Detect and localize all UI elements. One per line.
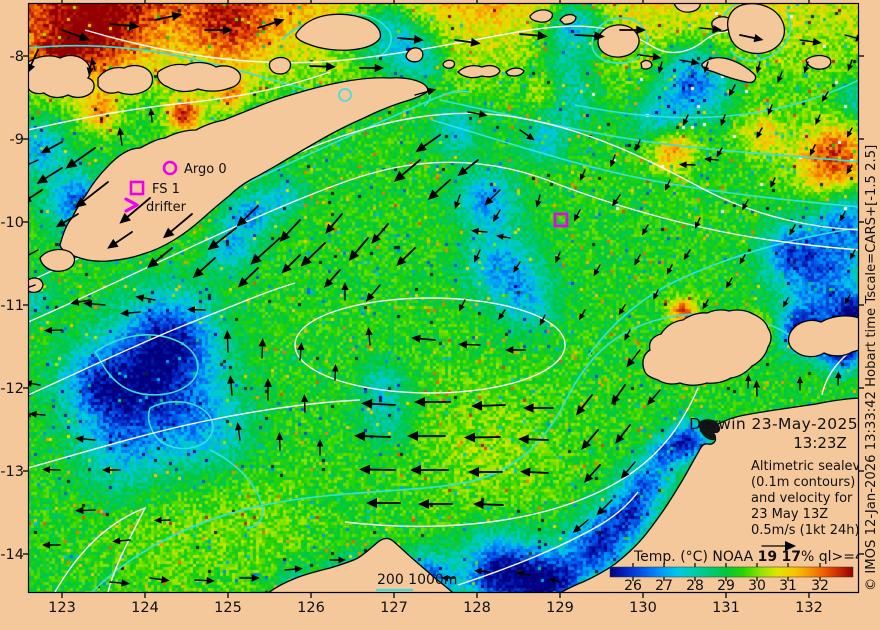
svg-text:-11: -11 — [0, 298, 24, 314]
svg-text:32: 32 — [811, 578, 829, 594]
darwin-time: 13:23Z — [793, 434, 847, 452]
svg-text:126: 126 — [297, 600, 325, 616]
mooring-marker-icon — [553, 212, 569, 228]
axis-frame — [27, 2, 860, 594]
svg-text:-14: -14 — [0, 547, 24, 563]
landmasses — [28, 3, 859, 593]
svg-text:27: 27 — [655, 578, 673, 594]
svg-text:125: 125 — [214, 600, 242, 616]
svg-text:31: 31 — [779, 578, 797, 594]
fs-marker-label: FS 1 — [152, 182, 180, 197]
svg-text:123: 123 — [48, 600, 76, 616]
sealevel-contours — [28, 25, 859, 593]
temp-caption: Temp. (°C) NOAA 19 17% ql>=4 — [633, 549, 864, 565]
svg-text:-12: -12 — [0, 381, 24, 397]
svg-text:128: 128 — [463, 600, 491, 616]
fs-marker-icon — [129, 180, 145, 196]
svg-text:0.5m/s (1kt 24h): 0.5m/s (1kt 24h) — [751, 523, 860, 538]
svg-text:and velocity for: and velocity for — [751, 491, 853, 506]
svg-text:30: 30 — [748, 578, 766, 594]
svg-text:-9: -9 — [10, 132, 24, 148]
svg-text:127: 127 — [380, 600, 408, 616]
velocity-arrows — [28, 11, 859, 587]
argo-marker-icon — [162, 160, 178, 176]
svg-text:130: 130 — [629, 600, 657, 616]
darwin-harbour — [699, 419, 721, 441]
svg-text:129: 129 — [546, 600, 574, 616]
svg-text:-13: -13 — [0, 464, 24, 480]
svg-text:29: 29 — [717, 578, 735, 594]
credit-text: © IMOS 12-Jan-2026 13:33:42 Hobart time … — [864, 145, 879, 591]
darwin-title: Darwin 23-May-2025 — [689, 415, 858, 433]
colorbar-ticks: 26 27 28 29 30 31 32 — [624, 563, 829, 594]
drifter-marker-icon — [124, 197, 139, 213]
drifter-marker-label: drifter — [146, 200, 187, 215]
bathymetry-ring-icon — [338, 88, 352, 102]
svg-text:(0.1m contours): (0.1m contours) — [751, 475, 855, 490]
svg-text:26: 26 — [624, 578, 642, 594]
svg-text:28: 28 — [686, 578, 704, 594]
svg-text:-8: -8 — [10, 49, 24, 65]
svg-text:Altimetric sealevel: Altimetric sealevel — [751, 459, 872, 474]
argo-marker-label: Argo 0 — [184, 162, 227, 177]
velocity-scale-arrow-icon — [761, 541, 796, 551]
svg-text:23 May 13Z: 23 May 13Z — [751, 507, 828, 522]
svg-text:124: 124 — [131, 600, 159, 616]
svg-text:132: 132 — [795, 600, 823, 616]
temperature-colorbar — [609, 566, 854, 578]
bathy-label: 200 1000m — [377, 572, 457, 588]
svg-text:-10: -10 — [0, 215, 24, 231]
altimetric-caption: Altimetric sealevel(0.1m contours)and ve… — [751, 459, 872, 538]
axes: 123 124 125 126 127 128 129 130 131 132 -8 -9 -10 -11… — [0, 0, 864, 616]
svg-text:131: 131 — [712, 600, 740, 616]
